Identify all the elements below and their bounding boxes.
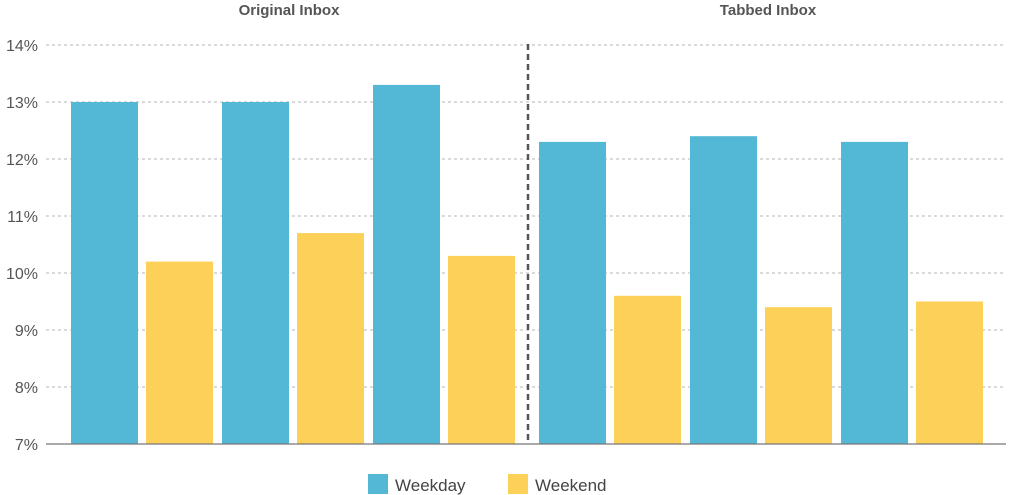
panel-titles: Original Inbox Tabbed Inbox: [239, 2, 817, 19]
bar-weekday: [222, 102, 289, 444]
bar-weekday: [373, 84, 440, 445]
y-tick-label: 13%: [6, 95, 38, 112]
y-tick-labels: 7% 8% 9% 10% 11% 12% 13% 14%: [6, 38, 38, 454]
bar-weekend: [146, 261, 213, 444]
bar-weekend: [916, 301, 983, 444]
panel-title-original: Original Inbox: [239, 2, 340, 19]
y-tick-label: 8%: [15, 380, 38, 397]
bar-weekend: [297, 233, 364, 444]
axes: [46, 44, 1006, 445]
legend: Weekday Weekend: [368, 474, 607, 495]
bar-weekday: [690, 136, 757, 444]
y-tick-label: 14%: [6, 38, 38, 55]
y-tick-label: 9%: [15, 323, 38, 340]
bar-weekday: [71, 102, 138, 444]
bar-weekend: [448, 255, 515, 444]
legend-label-weekend: Weekend: [535, 476, 607, 495]
y-tick-label: 10%: [6, 266, 38, 283]
bar-weekday: [539, 141, 606, 444]
legend-swatch-weekday: [368, 474, 388, 494]
legend-swatch-weekend: [508, 474, 528, 494]
y-tick-label: 11%: [7, 209, 38, 226]
panel-title-tabbed: Tabbed Inbox: [720, 2, 817, 19]
y-tick-label: 7%: [15, 437, 38, 454]
y-tick-label: 12%: [6, 152, 38, 169]
bars: [71, 84, 983, 445]
legend-label-weekday: Weekday: [395, 476, 466, 495]
bar-weekend: [614, 295, 681, 444]
bar-weekend: [765, 307, 832, 444]
bar-weekday: [841, 141, 908, 444]
